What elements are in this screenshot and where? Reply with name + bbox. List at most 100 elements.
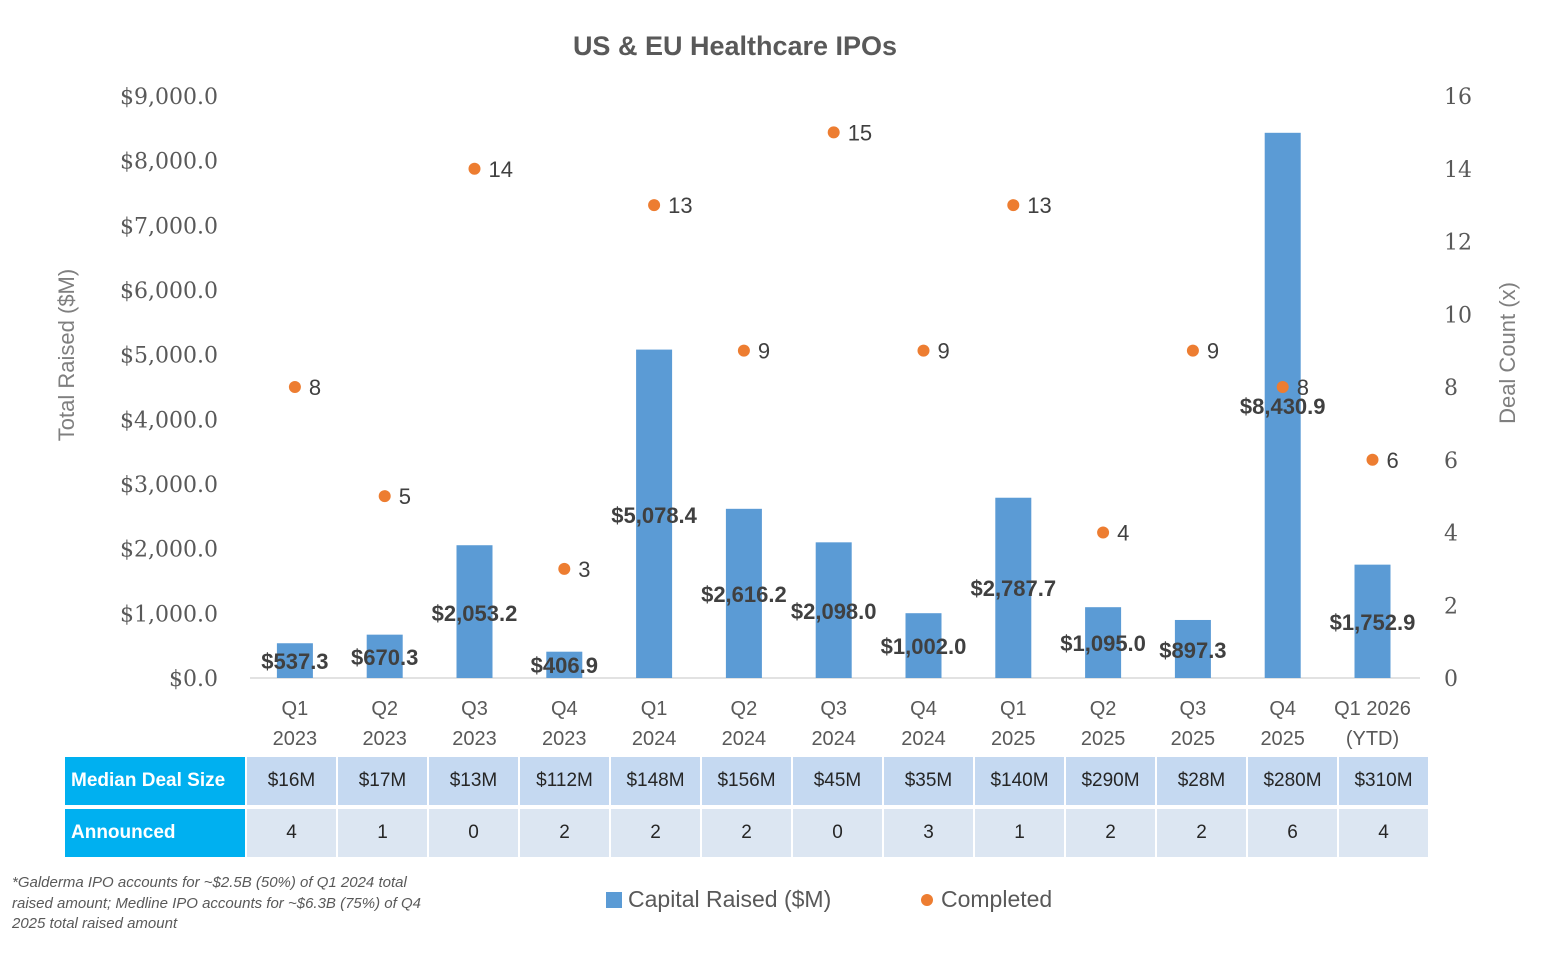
table-cell: 4 [247,805,336,857]
bar-data-label: $1,752.9 [1330,610,1416,635]
bar [636,349,673,678]
table-cell: 1 [338,805,427,857]
bar-data-label: $2,098.0 [791,599,877,624]
y2-tick-label: 16 [1444,85,1472,110]
point-data-label: 4 [1117,521,1129,546]
scatter-point [1007,199,1020,212]
bar [995,497,1032,678]
y-tick-label: $9,000.0 [120,85,218,110]
x-tick-label: Q4 [551,698,578,720]
table-cell: $112M [520,757,609,805]
y-tick-label: $6,000.0 [120,279,218,304]
legend-label-completed: Completed [941,886,1052,912]
table-cell: 2 [1066,805,1155,857]
bar-data-label: $670.3 [351,645,418,670]
x-tick-label: Q1 [1000,698,1027,720]
x-tick-label: Q1 [641,698,668,720]
x-tick-label: 2025 [1260,728,1305,750]
scatter-point [737,344,750,357]
table-cell: $16M [247,757,336,805]
bar [815,542,852,678]
bar-series [276,132,1391,678]
x-tick-label: Q3 [820,698,847,720]
y-axis: $0.0 $1,000.0 $2,000.0 $3,000.0 $4,000.0 $5,0… [120,85,218,692]
bar-data-label: $2,616.2 [701,582,787,607]
y-tick-label: $7,000.0 [120,214,218,239]
scatter-point [288,381,301,393]
x-tick-label: (YTD) [1346,728,1399,750]
table-cell: 0 [793,805,882,857]
bar [905,613,942,678]
legend-label-capital: Capital Raised ($M) [628,886,831,912]
table-cell: 2 [1157,805,1246,857]
table-cell: $310M [1339,757,1428,805]
y2-tick-label: 2 [1444,594,1458,619]
scatter-point [1366,453,1379,466]
bar-data-label: $406.9 [531,653,598,678]
y-tick-label: $4,000.0 [120,408,218,433]
x-tick-label: 2025 [1171,728,1216,750]
table-cell: $35M [884,757,973,805]
legend-swatch-completed [921,894,933,906]
point-data-label: 9 [938,339,950,364]
point-data-label: 6 [1387,448,1399,473]
y2-tick-label: 6 [1444,449,1458,474]
point-data-label: 13 [1027,193,1051,218]
table-cell: 3 [884,805,973,857]
x-tick-label: 2024 [901,728,946,750]
bar-labels: $537.3 $670.3 $2,053.2 $406.9 $5,078.4 $2,616… [261,394,1415,678]
table-cell: 1 [975,805,1064,857]
point-data-label: 14 [489,157,513,182]
table-cell: $140M [975,757,1064,805]
bar-data-label: $1,002.0 [881,634,967,659]
table-row-header: Median Deal Size [65,757,245,805]
x-tick-label: Q2 [371,698,398,720]
x-tick-label: Q3 [1180,698,1207,720]
x-tick-label: 2025 [1081,728,1126,750]
table-cell: $156M [702,757,791,805]
scatter-point [827,126,840,139]
table-cell: $45M [793,757,882,805]
y2-tick-label: 14 [1444,158,1472,183]
point-data-label: 5 [399,484,411,509]
bar [366,634,403,678]
point-data-label: 8 [309,375,321,400]
table-cell: 2 [611,805,700,857]
table-cell: 2 [702,805,791,857]
bar-data-label: $8,430.9 [1240,394,1326,419]
table-cell: $280M [1248,757,1337,805]
x-tick-label: 2024 [632,728,677,750]
bar [1085,607,1122,678]
bar-data-label: $5,078.4 [611,503,697,528]
x-tick-label: Q3 [461,698,488,720]
bar-data-label: $537.3 [261,649,328,674]
y2-tick-label: 4 [1444,522,1458,547]
x-tick-label: 2023 [542,728,587,750]
legend-swatch-capital [606,892,622,908]
table-row-header: Announced [65,805,245,857]
y-tick-label: $5,000.0 [120,344,218,369]
table-cell: 6 [1248,805,1337,857]
table-row-median: Median Deal Size $16M $17M $13M $112M $148M $1… [65,757,1428,805]
table-cell: $13M [429,757,518,805]
scatter-point [1186,344,1199,357]
chart-title: US & EU Healthcare IPOs [573,31,897,61]
scatter-series: 8 5 14 3 13 9 15 9 13 4 9 8 6 [288,120,1399,582]
x-tick-label: 2023 [273,728,318,750]
point-data-label: 13 [668,193,692,218]
table-cell: $28M [1157,757,1246,805]
bar [1264,132,1301,678]
y-tick-label: $3,000.0 [120,473,218,498]
table-cell: 4 [1339,805,1428,857]
scatter-point [378,490,391,503]
scatter-point [1276,381,1289,393]
y-tick-label: $1,000.0 [120,602,218,627]
bar [546,651,583,678]
scatter-point [558,562,571,575]
bar [1174,619,1211,678]
x-tick-label: 2023 [362,728,407,750]
point-data-label: 3 [578,557,590,582]
y2-axis: 0 2 4 6 8 10 12 14 16 [1444,85,1472,692]
y-tick-label: $8,000.0 [120,150,218,175]
